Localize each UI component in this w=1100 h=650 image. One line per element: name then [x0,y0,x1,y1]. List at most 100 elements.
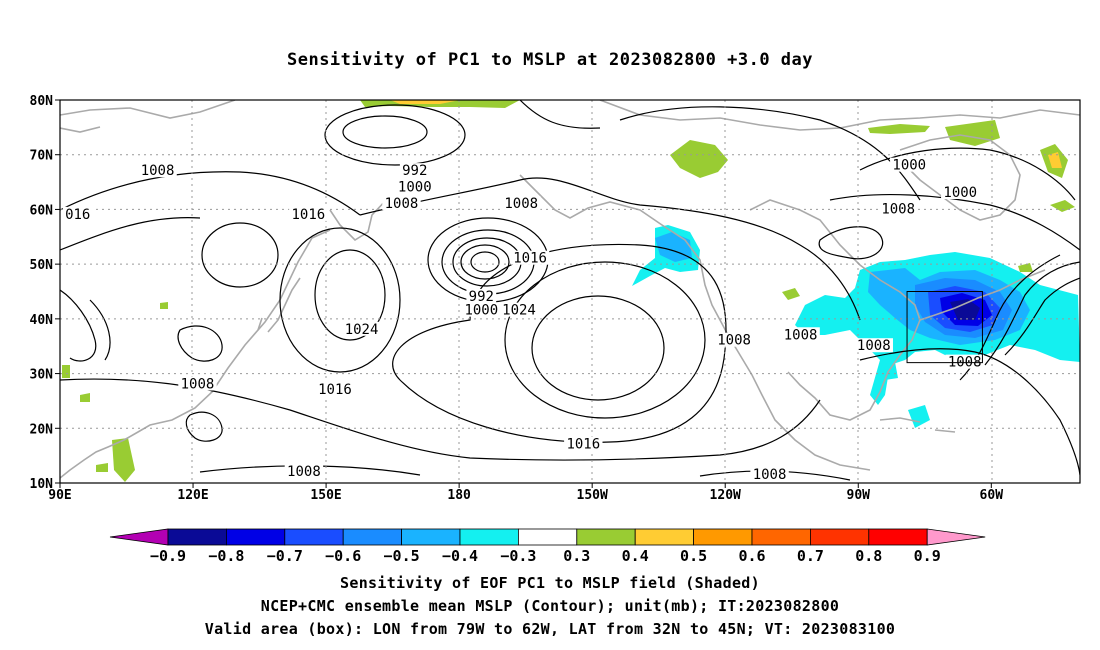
lat-label: 70N [30,149,54,164]
colorbar-label: 0.9 [914,547,941,565]
map-frame [59,99,1081,484]
north-america-coast [749,199,921,421]
contour-high-1024-east [531,295,665,401]
colorbar-left-arrow [109,528,169,546]
caption-line-2: NCEP+CMC ensemble mean MSLP (Contour); u… [260,597,840,615]
contour-label: 1008 [717,333,751,349]
north-america-coast [599,100,1080,131]
valid-area-box [906,291,983,364]
eastern-coast [919,269,1046,321]
lon-label: 60W [980,488,1004,503]
positive-patch [782,288,800,300]
contour-label-bg [395,179,434,194]
lon-label: 150W [577,488,608,503]
contour-label: 1000 [943,185,977,201]
graticule [60,100,1080,483]
contour-hudson [818,226,884,260]
contour-label-bg [878,201,918,216]
asia-coast [60,229,331,479]
caption-line-3: Valid area (box): LON from 79W to 62W, L… [204,620,896,638]
contour-label-bg [289,206,328,221]
contour-label: 1024 [502,303,536,319]
contour-low [460,244,510,280]
valid-area-layer [906,291,983,364]
positive-patch [80,393,90,402]
contour-1008-west [60,171,361,251]
contour-label: 1008 [287,464,321,480]
contour-label: 1008 [881,201,915,217]
contour-label: 1008 [784,327,818,343]
positive-patch [1018,263,1033,272]
contour-label-bg [178,376,217,391]
contour-label: 016 [65,207,90,223]
lat-label: 60N [30,203,54,218]
contour-label: 1016 [318,382,352,398]
colorbar-label: −0.9 [150,547,186,565]
contour-arctic [519,100,921,201]
contour-label: 992 [469,289,494,305]
contour-label-bg [62,206,93,221]
lon-label: 120E [177,488,208,503]
positive-patch [868,124,930,134]
contour-wiggle [60,289,111,362]
colorbar-label: 0.7 [797,547,824,565]
contour-label: 1016 [291,207,325,223]
lat-label: 50N [30,258,54,273]
colorbar-cell [401,528,461,546]
positive-patch [390,100,460,104]
colorbar-cell [518,528,578,546]
colorbar-label: 0.6 [738,547,765,565]
colorbar-cell [810,528,870,546]
contour-label: 1008 [504,196,538,212]
greenland-coast [899,134,1021,221]
lat-label: 10N [30,477,54,492]
contour-1008-north [359,177,861,321]
contour-high-1024-west [314,249,386,341]
contour-greenland-1000 [859,147,1076,201]
positive-patch [160,302,168,309]
positive-patch [670,140,728,178]
contour-1008-atlantic [859,348,1080,476]
colorbar-label: 0.3 [563,547,590,565]
contour-label-bg [714,332,754,347]
contour-high-west [279,227,401,373]
contour-label: 1008 [753,467,787,483]
contour-label-bg [564,436,603,451]
positive-patch [1048,152,1062,168]
map-title: Sensitivity of PC1 to MSLP at 2023082800… [286,50,813,70]
contour-label-bg [854,338,893,353]
mslp-contours [60,100,1080,481]
colorbar-cell [459,528,519,546]
colorbar-label: 0.5 [680,547,707,565]
lon-label: 120W [710,488,741,503]
colorbar-label: −0.7 [267,547,303,565]
colorbar-cell [342,528,403,546]
lon-label: 150E [310,488,341,503]
contour-greenland-1008 [829,193,1080,251]
contour-label-bg [502,195,541,210]
contour-label: 1008 [857,338,891,354]
colorbar-label: −0.5 [384,547,420,565]
contour-label-bg [138,163,177,178]
contour-label-bg [466,288,497,303]
caribbean-islands [879,417,956,433]
contour-label: 1024 [345,322,379,338]
contour-label: 1000 [464,303,498,319]
colorbar-cell [693,528,753,546]
contour-low-992-north [342,115,428,149]
colorbar-right-arrow [926,528,986,546]
contour-high-east [504,261,706,419]
colorbar-cell [634,528,695,546]
caption-line-1: Sensitivity of EOF PC1 to MSLP field (Sh… [340,574,760,592]
contour-label-bg [399,163,430,178]
japan-islands [257,277,301,333]
contour-1016-big [392,243,727,443]
contour-label: 1008 [385,196,419,212]
colorbar-label: −0.4 [442,547,478,565]
contour-label-bg [510,250,550,265]
contour-small-ring [177,325,223,362]
positive-patch [1050,200,1075,212]
lat-label: 80N [30,94,54,109]
